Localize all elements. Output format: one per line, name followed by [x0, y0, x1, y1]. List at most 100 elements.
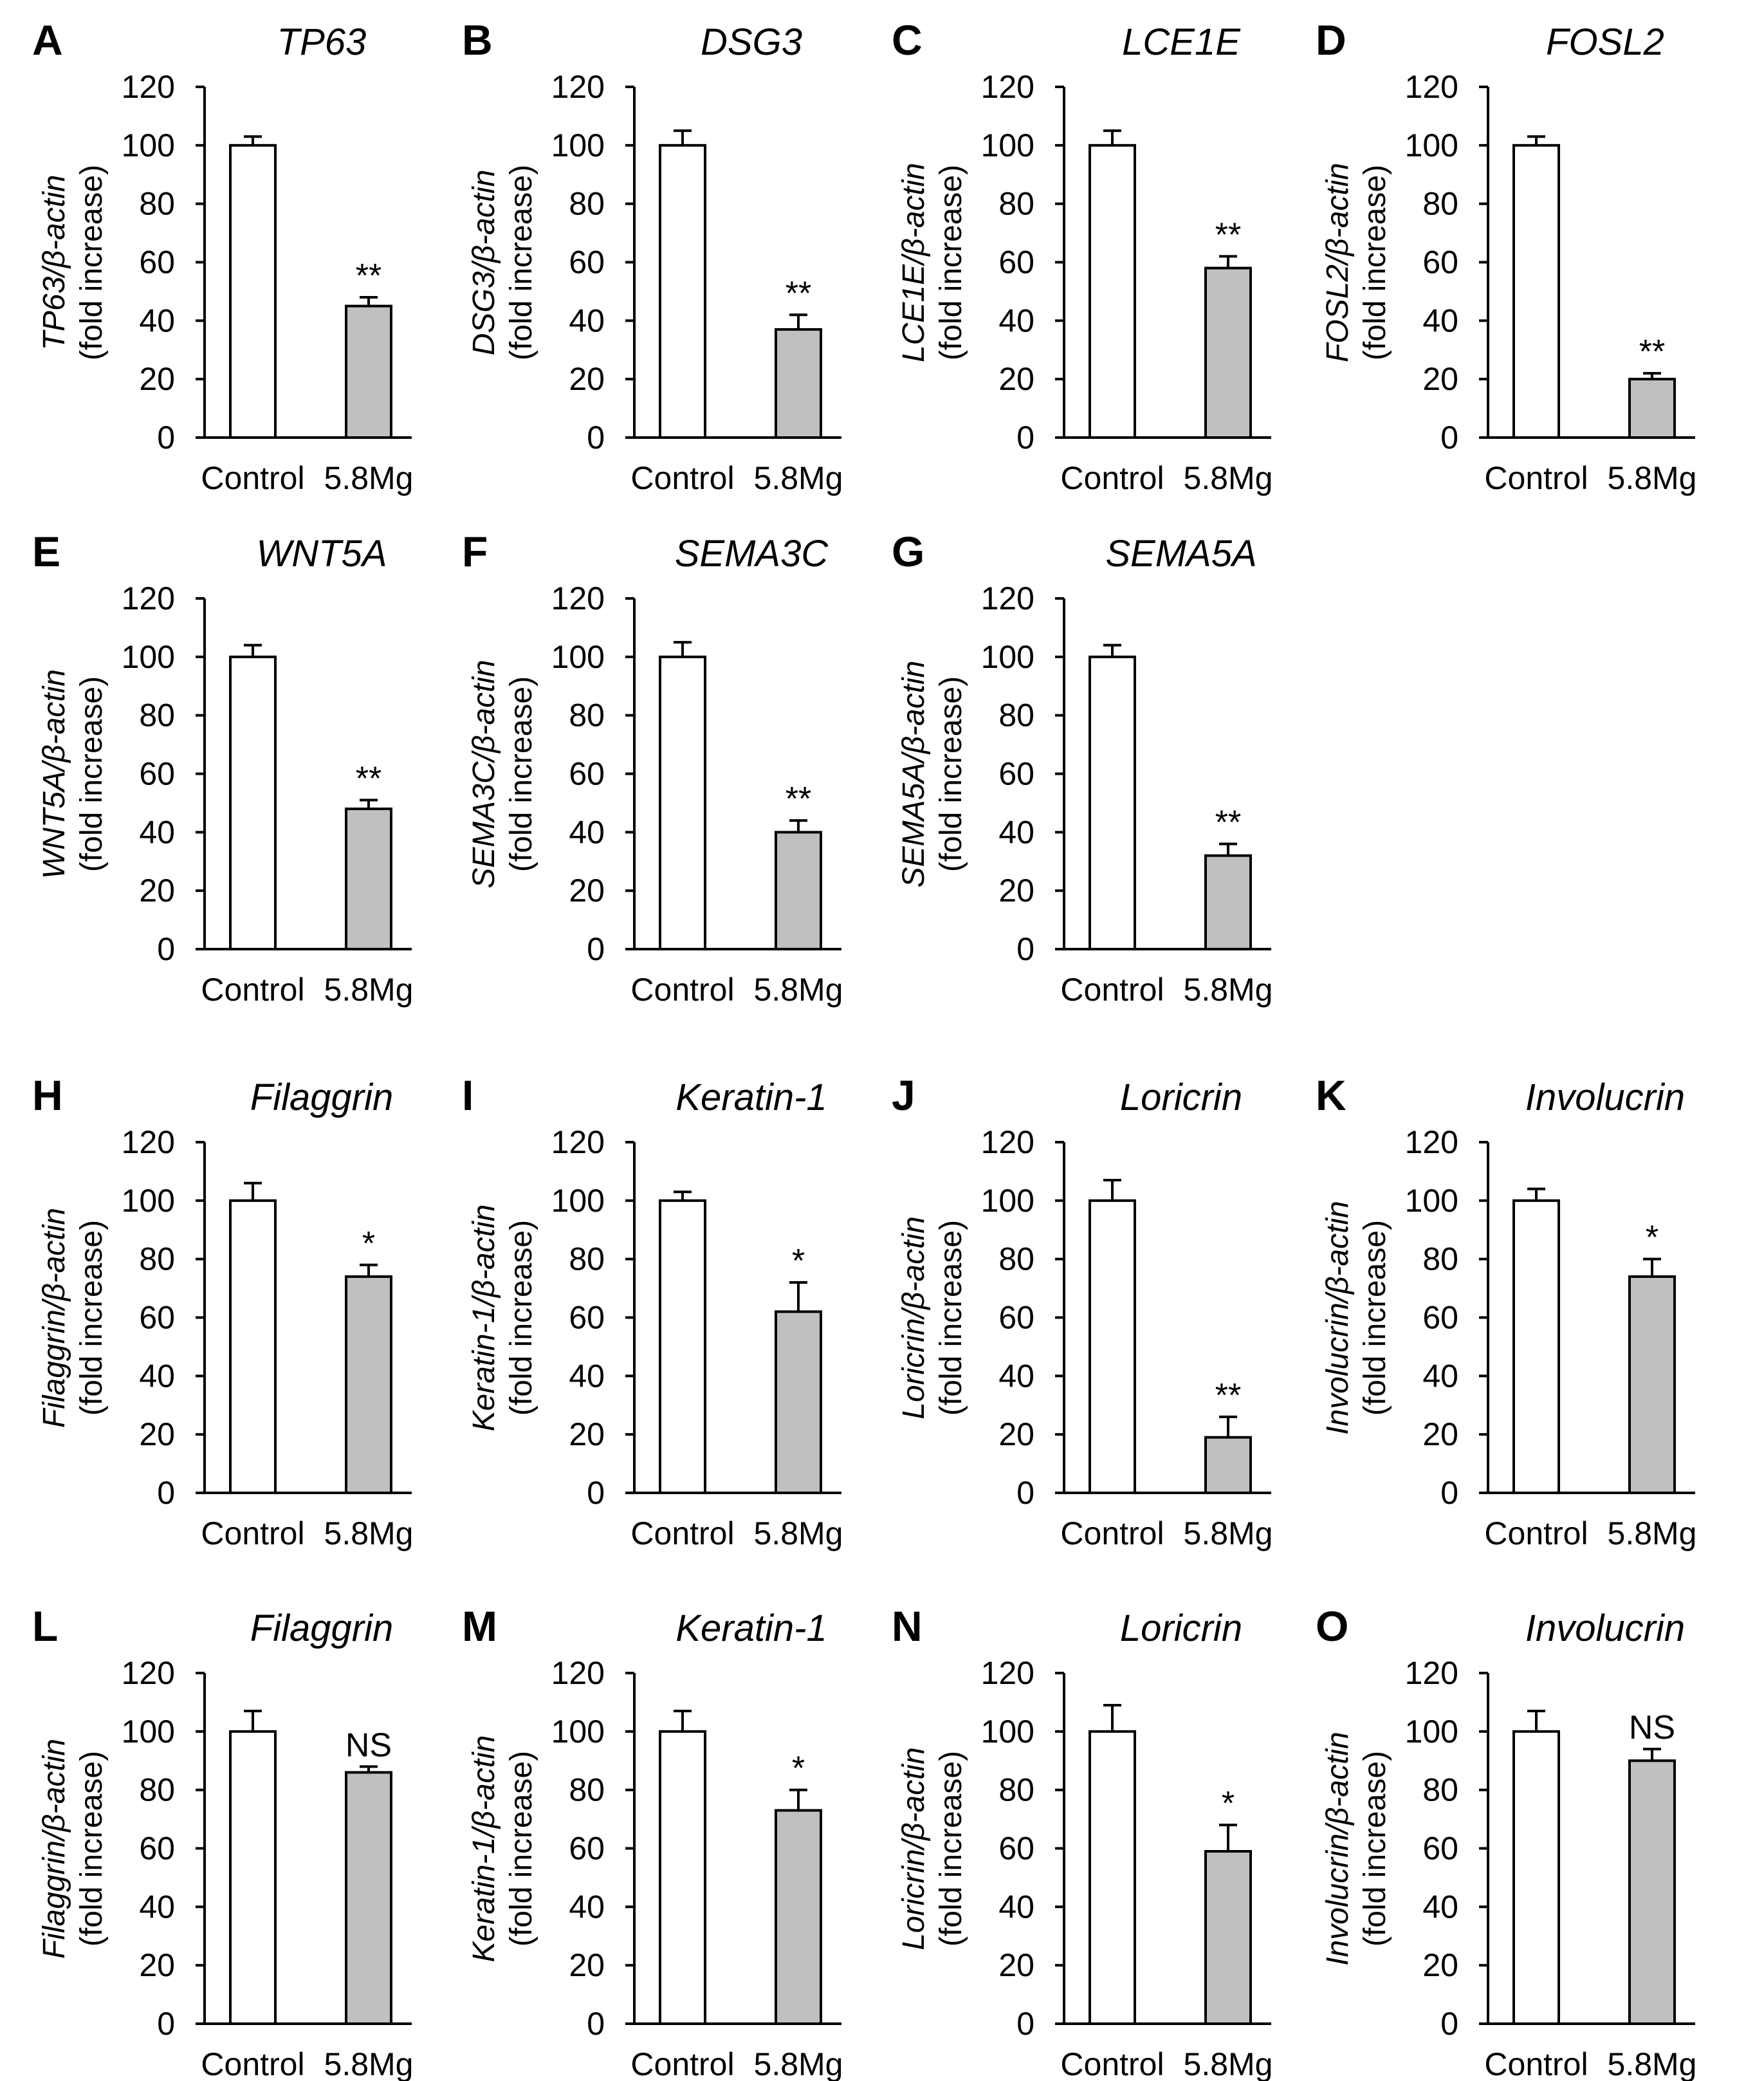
x-tick-label-5-8mg: 5.8Mg [324, 972, 414, 1008]
y-tick-label: 60 [569, 1831, 605, 1867]
panel-title: Filaggrin [250, 1077, 393, 1118]
y-tick-label: 80 [569, 1241, 605, 1277]
y-tick-label: 0 [1440, 420, 1458, 456]
significance-marker: * [362, 1225, 375, 1262]
panel-title: Involucrin [1525, 1607, 1685, 1649]
bar-control [1512, 1730, 1560, 2025]
x-tick-label-5-8mg: 5.8Mg [1608, 460, 1697, 496]
y-axis-label: SEMA3C/β-actin [467, 660, 501, 889]
y-tick-label: 20 [1422, 1416, 1458, 1452]
y-axis-unit-label: (fold increase) [934, 165, 968, 360]
y-tick-label: 120 [551, 580, 605, 616]
y-tick-label: 20 [1422, 361, 1458, 397]
x-tick-label-control: Control [1060, 1515, 1164, 1551]
y-axis-label: FOSL2/β-actin [1321, 163, 1355, 362]
panel-letter: O [1316, 1602, 1348, 1650]
y-axis-label: TP63/β-actin [37, 175, 71, 351]
y-tick-label: 80 [1422, 1241, 1458, 1277]
y-tick-label: 60 [569, 1300, 605, 1336]
y-tick-label: 100 [122, 639, 175, 675]
y-tick-label: 80 [569, 698, 605, 734]
y-tick-label: 100 [981, 639, 1034, 675]
significance-marker: * [1646, 1219, 1658, 1257]
significance-marker: ** [1215, 216, 1241, 254]
bar-5-8mg [1628, 378, 1676, 439]
y-tick-label: 20 [998, 1416, 1034, 1452]
y-axis-label: Keratin-1/β-actin [467, 1205, 501, 1432]
y-axis-label: Involucrin/β-actin [1321, 1732, 1355, 1966]
y-tick-label: 100 [122, 1714, 175, 1750]
y-tick-label: 120 [981, 580, 1034, 616]
panel-title: Filaggrin [250, 1607, 393, 1649]
bar-5-8mg [1628, 1275, 1676, 1494]
panel-letter: N [892, 1602, 923, 1650]
x-tick-label-5-8mg: 5.8Mg [324, 460, 414, 496]
y-tick-label: 80 [998, 1772, 1034, 1808]
y-tick-label: 0 [1440, 2006, 1458, 2042]
y-tick-label: 40 [569, 302, 605, 338]
significance-marker: * [1222, 1785, 1235, 1822]
panel-title: Keratin-1 [675, 1607, 827, 1649]
x-tick-label-5-8mg: 5.8Mg [754, 972, 843, 1008]
panel-title: Involucrin [1525, 1077, 1685, 1118]
significance-marker: ** [356, 257, 381, 295]
y-tick-label: 0 [587, 1475, 605, 1511]
x-tick-label-control: Control [1484, 460, 1588, 496]
y-tick-label: 80 [139, 1241, 175, 1277]
x-tick-label-control: Control [630, 2046, 734, 2081]
y-tick-label: 20 [569, 873, 605, 909]
y-tick-label: 100 [551, 1183, 605, 1219]
y-tick-label: 80 [139, 186, 175, 222]
y-tick-label: 0 [157, 420, 175, 456]
y-tick-label: 20 [139, 361, 175, 397]
y-tick-label: 80 [998, 1241, 1034, 1277]
y-tick-label: 0 [1016, 931, 1034, 967]
y-tick-label: 60 [569, 756, 605, 792]
y-tick-label: 20 [998, 873, 1034, 909]
y-axis-label: Filaggrin/β-actin [37, 1208, 71, 1428]
y-tick-label: 40 [998, 1889, 1034, 1925]
y-axis-label: Keratin-1/β-actin [467, 1735, 501, 1963]
y-axis-unit-label: (fold increase) [504, 1751, 538, 1947]
panel-title: Keratin-1 [675, 1077, 827, 1118]
x-tick-label-control: Control [1484, 1515, 1588, 1551]
panel-letter: C [892, 16, 923, 64]
y-tick-label: 100 [1405, 1714, 1458, 1750]
panel-i: I Keratin-1 Keratin-1/β-actin (fold increas… [462, 1071, 843, 1551]
y-tick-label: 20 [569, 361, 605, 397]
y-tick-label: 60 [1422, 245, 1458, 281]
y-tick-label: 0 [1016, 420, 1034, 456]
y-tick-label: 80 [998, 698, 1034, 734]
bar-control [229, 1199, 277, 1494]
bar-5-8mg [1204, 1436, 1252, 1494]
y-tick-label: 40 [1422, 1889, 1458, 1925]
panel-title: SEMA5A [1105, 533, 1256, 575]
bar-control [1089, 1730, 1136, 2025]
y-axis-label: WNT5A/β-actin [37, 669, 71, 879]
significance-marker: * [792, 1243, 805, 1280]
y-axis-unit-label: (fold increase) [504, 676, 538, 872]
x-tick-label-5-8mg: 5.8Mg [1184, 460, 1273, 496]
y-tick-label: 20 [139, 1416, 175, 1452]
x-tick-label-control: Control [1060, 460, 1164, 496]
y-tick-label: 120 [981, 69, 1034, 105]
y-axis-label: SEMA5A/β-actin [897, 661, 931, 888]
y-axis-unit-label: (fold increase) [934, 1751, 968, 1947]
panel-letter: J [892, 1071, 915, 1119]
bar-control [229, 1730, 277, 2025]
bar-control [229, 655, 277, 950]
y-axis-label: DSG3/β-actin [467, 170, 501, 356]
panel-letter: F [462, 528, 488, 575]
y-tick-label: 100 [1405, 127, 1458, 163]
bar-5-8mg [1204, 1850, 1252, 2025]
y-tick-label: 100 [981, 1183, 1034, 1219]
significance-marker: ** [1639, 333, 1665, 371]
panel-l: L Filaggrin Filaggrin/β-actin (fold increas… [32, 1602, 413, 2081]
y-tick-label: 80 [998, 186, 1034, 222]
y-tick-label: 60 [569, 245, 605, 281]
bar-control [659, 1730, 706, 2025]
y-tick-label: 60 [998, 1300, 1034, 1336]
y-axis-unit-label: (fold increase) [934, 1220, 968, 1416]
y-tick-label: 120 [1405, 1655, 1458, 1691]
y-axis-unit-label: (fold increase) [75, 165, 109, 360]
